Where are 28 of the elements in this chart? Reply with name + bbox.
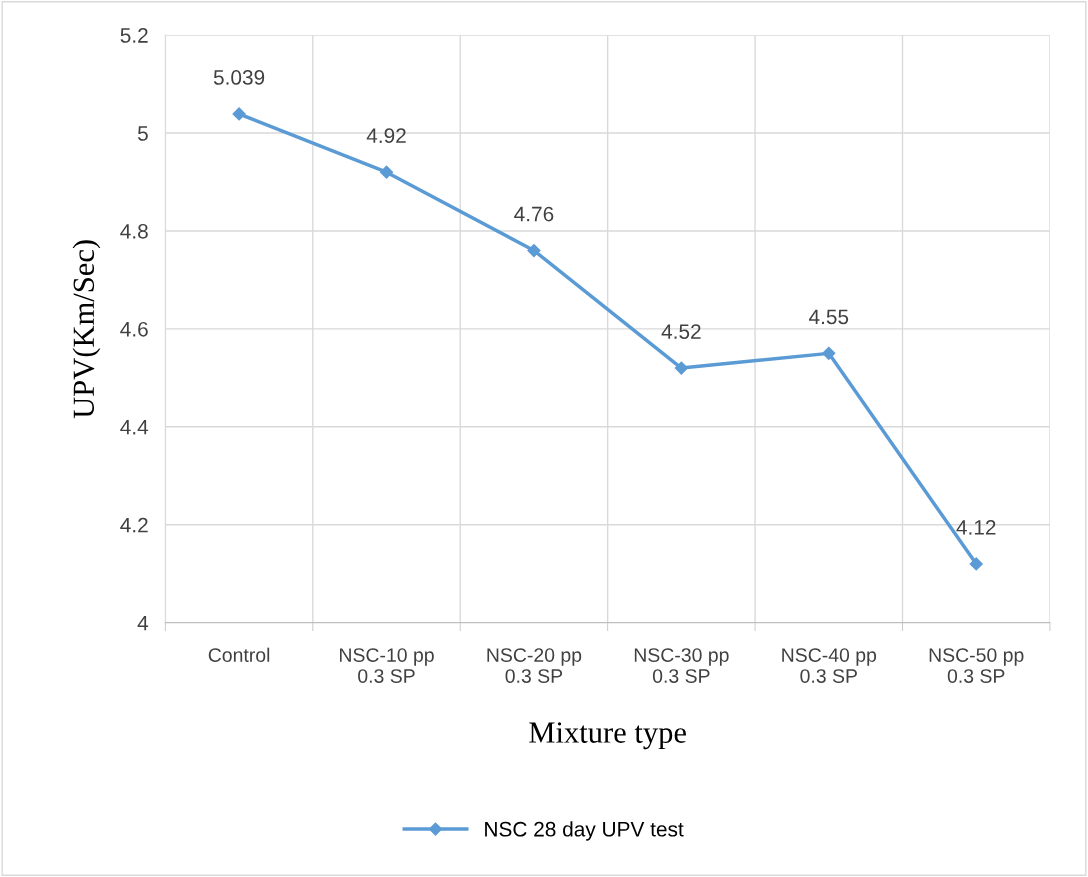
x-tick-label: NSC-50 pp 0.3 SP (929, 648, 1024, 683)
y-tick-label: 4.8 (120, 223, 148, 239)
data-label: 4.92 (366, 128, 406, 144)
point (969, 557, 983, 571)
x-tick-label: Control (208, 647, 270, 662)
point (822, 346, 836, 360)
data-label: 4.52 (661, 324, 701, 339)
point (232, 107, 246, 121)
y-axis-title: UPV(Km/Sec) (72, 240, 101, 419)
x-tick-label: NSC-10 pp 0.3 SP (340, 648, 434, 683)
legend-label: NSC 28 day UPV test (485, 821, 684, 841)
y-tick-label: 4 (137, 615, 149, 631)
y-tick-label: 4.6 (120, 321, 148, 337)
y-tick-label: 5.2 (120, 28, 148, 43)
y-tick-label: 4.4 (120, 420, 149, 435)
data-label: 5.039 (213, 70, 265, 85)
data-label: 4.76 (514, 206, 554, 222)
x-tick-label: NSC-20 pp 0.3 SP (487, 648, 582, 683)
point (527, 243, 541, 258)
x-tick-label: NSC-40 pp 0.3 SP (782, 648, 877, 683)
y-tick-label: 4.2 (120, 517, 148, 533)
y-tick-label: 5 (137, 126, 148, 141)
x-tick-label: NSC-30 pp 0.3 SP (634, 648, 729, 683)
data-label: 4.12 (956, 520, 996, 535)
data-label: 4.55 (808, 309, 849, 325)
point (379, 165, 394, 179)
point (674, 361, 688, 375)
x-axis-title: Mixture type (529, 722, 686, 750)
